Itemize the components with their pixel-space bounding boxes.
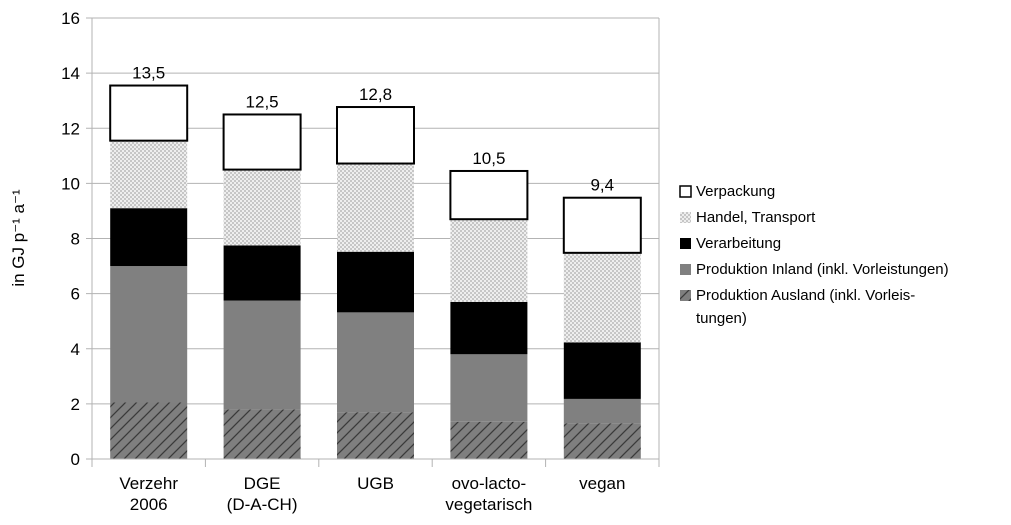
category-label: DGE (D-A-CH) <box>227 474 298 514</box>
total-value-label: 10,5 <box>472 149 505 168</box>
y-tick-label: 14 <box>61 64 80 83</box>
legend-label: Verpackung <box>696 183 775 200</box>
y-axis-title: in GJ p⁻¹ a⁻¹ <box>9 189 28 287</box>
legend-label: Handel, Transport <box>696 209 816 226</box>
total-value-label: 12,8 <box>359 85 392 104</box>
legend-swatch <box>680 290 691 301</box>
legend-swatch <box>680 212 691 223</box>
bar-segment <box>109 84 189 142</box>
category-label: vegan <box>579 474 625 493</box>
total-value-label: 9,4 <box>590 176 614 195</box>
bar-segment <box>223 409 301 459</box>
y-tick-label: 2 <box>71 395 80 414</box>
category-label: ovo-lacto-vegetarisch <box>445 474 532 514</box>
bar-segment <box>450 421 528 459</box>
legend-label: Produktion Inland (inkl. Vorleistungen) <box>696 261 949 278</box>
bar-segment <box>110 402 188 459</box>
legend-swatch <box>680 264 691 275</box>
bar-segment <box>337 412 414 459</box>
y-tick-label: 8 <box>71 230 80 249</box>
y-tick-label: 16 <box>61 9 80 28</box>
bar-stack <box>222 113 302 459</box>
bar-segment <box>450 354 528 422</box>
bar-segment <box>337 251 414 313</box>
legend-item: Produktion Ausland (inkl. Vorleis-tungen… <box>680 287 915 327</box>
bar-segment <box>223 169 301 246</box>
bar-segment <box>337 163 414 252</box>
y-tick-label: 6 <box>71 285 80 304</box>
legend: Verpackung Handel, Transport Verarbeitung P… <box>679 183 949 327</box>
bar-segment <box>336 106 415 165</box>
bar-segment <box>450 219 528 302</box>
legend-swatch <box>679 185 692 198</box>
bar-segment <box>563 423 641 459</box>
legend-item: Handel, Transport <box>680 209 816 226</box>
bar-segment <box>449 169 529 221</box>
legend-item: Verarbeitung <box>680 235 781 252</box>
bar-segment <box>222 113 302 171</box>
bar-stack <box>449 169 529 459</box>
bar-stack <box>109 84 189 459</box>
bar-segment <box>563 252 641 343</box>
y-tick-label: 0 <box>71 450 80 469</box>
category-label: Verzehr 2006 <box>119 474 178 514</box>
bars <box>109 84 642 459</box>
labels: 0 2 4 6 8 10 12 14 16 13,5 Verzehr 2006 12,5 DGE (D-A-… <box>61 9 625 514</box>
bar-segment <box>110 140 188 209</box>
bar-segment <box>110 208 188 267</box>
bar-stack <box>562 196 642 459</box>
bar-segment <box>110 266 188 403</box>
legend-label: Verarbeitung <box>696 235 781 252</box>
bar-segment <box>563 342 641 399</box>
bar-segment <box>562 196 642 254</box>
total-value-label: 13,5 <box>132 64 165 83</box>
bar-segment <box>223 300 301 410</box>
legend-item: Produktion Inland (inkl. Vorleistungen) <box>680 261 949 278</box>
y-tick-label: 10 <box>61 174 80 193</box>
total-value-label: 12,5 <box>246 92 279 111</box>
bar-segment <box>563 398 641 424</box>
legend-item: Verpackung <box>679 183 775 200</box>
bar-segment <box>223 245 301 301</box>
legend-label: Produktion Ausland (inkl. Vorleis-tungen… <box>696 287 915 327</box>
y-tick-label: 12 <box>61 119 80 138</box>
category-label: UGB <box>357 474 394 493</box>
legend-swatch <box>680 238 691 249</box>
bar-stack <box>336 106 415 459</box>
y-tick-label: 4 <box>71 340 80 359</box>
axes <box>86 17 660 467</box>
bar-segment <box>337 312 414 413</box>
bar-segment <box>450 301 528 355</box>
